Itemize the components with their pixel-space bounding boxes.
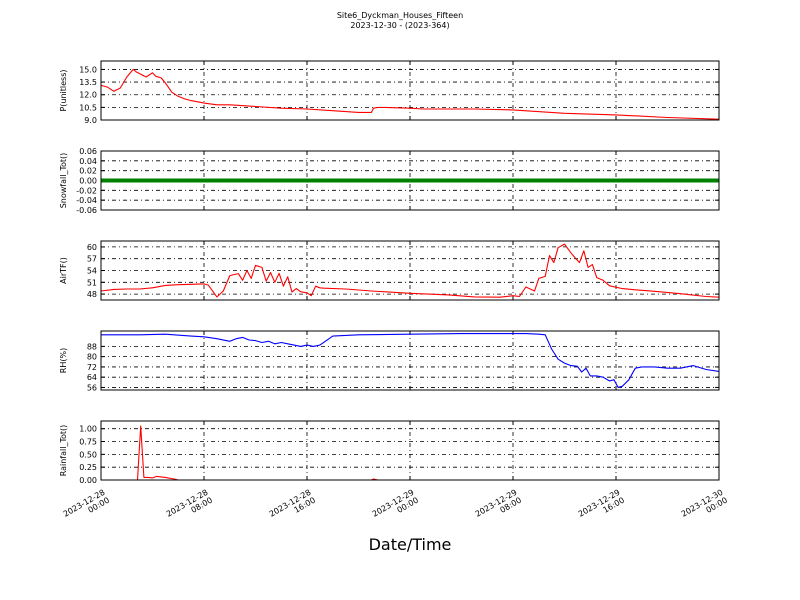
y-tick-label: 56 bbox=[87, 383, 97, 392]
y-tick-label: 0.75 bbox=[79, 438, 97, 447]
y-tick-label: 0.00 bbox=[79, 476, 97, 485]
plot-frame bbox=[100, 240, 720, 301]
x-axis-label: Date/Time bbox=[369, 535, 452, 554]
y-tick-label: 0.06 bbox=[79, 147, 97, 156]
series-line bbox=[101, 333, 720, 388]
plot-frame bbox=[100, 150, 720, 211]
y-axis-label: Snowfall_Tot() bbox=[59, 153, 68, 209]
y-tick-label: 1.00 bbox=[79, 425, 97, 434]
x-tick-label: 2023-12-2800:00 bbox=[62, 488, 111, 527]
plot-frame bbox=[100, 330, 720, 391]
panel-2: -0.06-0.04-0.020.000.020.040.06 Snowfall_… bbox=[59, 147, 720, 215]
y-tick-label: -0.06 bbox=[76, 206, 97, 215]
panel-3: 48 51 54 57 60 AirTF() bbox=[59, 240, 720, 301]
y-tick-label: 0.04 bbox=[79, 157, 97, 166]
series-line bbox=[101, 425, 719, 481]
y-axis-label: AirTF() bbox=[59, 257, 68, 284]
y-tick-label: -0.02 bbox=[76, 186, 97, 195]
y-tick-label: 57 bbox=[87, 255, 97, 264]
x-tick-label: 2023-12-2816:00 bbox=[268, 488, 317, 527]
y-tick-label: 51 bbox=[87, 278, 97, 287]
y-tick-label: 88 bbox=[87, 342, 97, 351]
y-tick-label: -0.04 bbox=[76, 196, 97, 205]
plot-frame bbox=[100, 60, 720, 121]
y-axis-label: Rainfall_Tot() bbox=[59, 425, 68, 477]
x-tick-labels: 2023-12-2800:00 2023-12-2808:00 2023-12-28… bbox=[62, 488, 729, 527]
series-line bbox=[100, 68, 720, 120]
chart-subtitle: 2023-12-30 - (2023-364) bbox=[350, 21, 449, 30]
chart-title: Site6_Dyckman_Houses_Fifteen bbox=[337, 11, 463, 20]
y-tick-label: 10.5 bbox=[79, 103, 97, 112]
y-tick-label: 0.50 bbox=[79, 450, 97, 459]
y-tick-label: 13.5 bbox=[79, 78, 97, 87]
y-tick-label: 0.00 bbox=[79, 177, 97, 186]
y-tick-label: 9.0 bbox=[84, 116, 97, 125]
y-tick-label: 60 bbox=[87, 243, 97, 252]
panel-5: 0.00 0.25 0.50 0.75 1.00 Rainfall_Tot() bbox=[59, 420, 720, 485]
y-tick-label: 0.25 bbox=[79, 463, 97, 472]
y-tick-label: 12.0 bbox=[79, 91, 97, 100]
y-axis-label: RH(%) bbox=[59, 348, 68, 373]
x-tick-label: 2023-12-2808:00 bbox=[165, 488, 214, 527]
plot-frame bbox=[100, 420, 720, 481]
panels-group: 9.0 10.5 12.0 13.5 15.0 P(unitless) -0.06-0.04… bbox=[59, 60, 729, 527]
y-tick-label: 54 bbox=[87, 267, 97, 276]
y-tick-label: 72 bbox=[87, 363, 97, 372]
x-tick-label: 2023-12-3000:00 bbox=[680, 488, 729, 527]
x-tick-label: 2023-12-2900:00 bbox=[371, 488, 420, 527]
x-tick-label: 2023-12-2908:00 bbox=[474, 488, 523, 527]
series-line bbox=[100, 243, 720, 298]
y-tick-label: 48 bbox=[87, 290, 97, 299]
y-tick-label: 0.02 bbox=[79, 167, 97, 176]
y-tick-label: 15.0 bbox=[79, 65, 97, 74]
y-axis-label: P(unitless) bbox=[59, 69, 68, 111]
panel-1: 9.0 10.5 12.0 13.5 15.0 P(unitless) bbox=[59, 60, 720, 125]
y-tick-label: 80 bbox=[87, 353, 97, 362]
y-tick-label: 64 bbox=[87, 373, 97, 382]
x-tick-label: 2023-12-2916:00 bbox=[577, 488, 626, 527]
